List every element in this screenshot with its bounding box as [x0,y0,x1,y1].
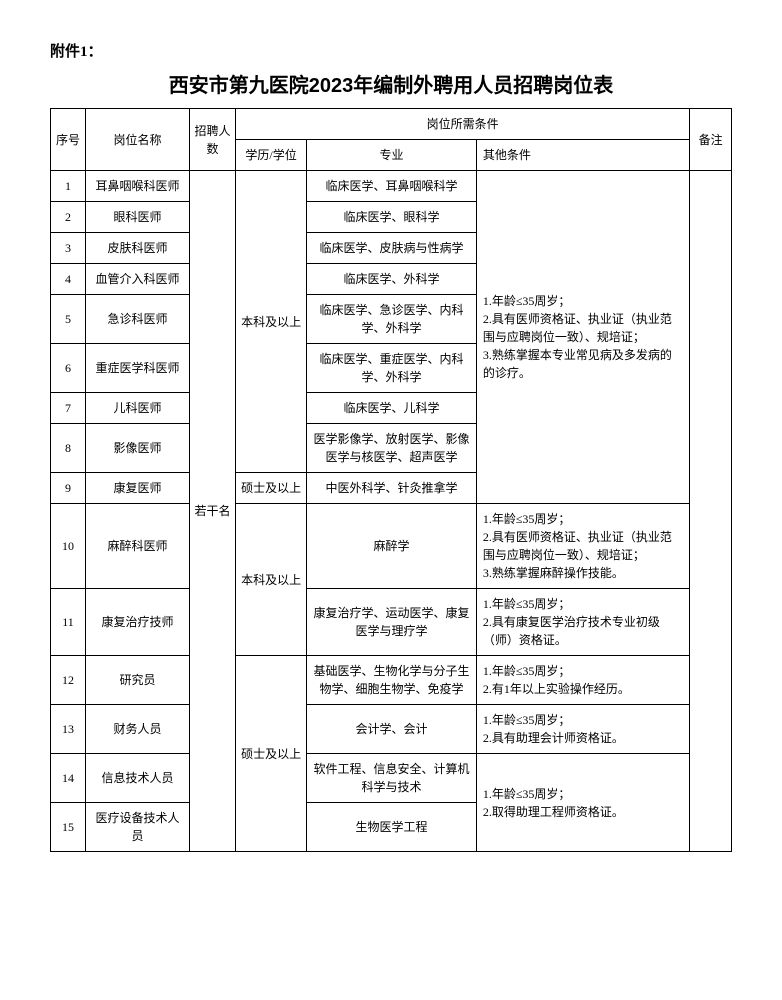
cell-seq: 12 [51,656,86,705]
cell-position: 急诊科医师 [86,295,190,344]
table-row: 10 麻醉科医师 本科及以上 麻醉学 1.年龄≤35周岁；2.具有医师资格证、执… [51,504,732,589]
table-row: 14 信息技术人员 软件工程、信息安全、计算机科学与技术 1.年龄≤35周岁；2… [51,754,732,803]
header-remark: 备注 [690,109,732,171]
cell-major: 中医外科学、针灸推拿学 [307,473,477,504]
cell-seq: 13 [51,705,86,754]
cell-other: 1.年龄≤35周岁；2.具有助理会计师资格证。 [476,705,689,754]
page-title: 西安市第九医院2023年编制外聘用人员招聘岗位表 [50,69,732,98]
recruitment-table: 序号 岗位名称 招聘人数 岗位所需条件 备注 学历/学位 专业 其他条件 1 耳… [50,108,732,852]
cell-seq: 2 [51,202,86,233]
cell-seq: 8 [51,424,86,473]
cell-other: 1.年龄≤35周岁；2.具有医师资格证、执业证（执业范围与应聘岗位一致）、规培证… [476,504,689,589]
cell-position: 血管介入科医师 [86,264,190,295]
cell-position: 医疗设备技术人员 [86,803,190,852]
cell-major: 康复治疗学、运动医学、康复医学与理疗学 [307,589,477,656]
cell-position: 信息技术人员 [86,754,190,803]
table-row: 12 研究员 硕士及以上 基础医学、生物化学与分子生物学、细胞生物学、免疫学 1… [51,656,732,705]
cell-position: 麻醉科医师 [86,504,190,589]
cell-seq: 3 [51,233,86,264]
cell-major: 生物医学工程 [307,803,477,852]
cell-remark [690,171,732,852]
cell-major: 临床医学、急诊医学、内科学、外科学 [307,295,477,344]
cell-other: 1.年龄≤35周岁；2.具有康复医学治疗技术专业初级（师）资格证。 [476,589,689,656]
header-seq: 序号 [51,109,86,171]
table-row: 13 财务人员 会计学、会计 1.年龄≤35周岁；2.具有助理会计师资格证。 [51,705,732,754]
header-edu: 学历/学位 [236,140,307,171]
table-row: 1 耳鼻咽喉科医师 若干名 本科及以上 临床医学、耳鼻咽喉科学 1.年龄≤35周… [51,171,732,202]
cell-major: 临床医学、耳鼻咽喉科学 [307,171,477,202]
cell-other: 1.年龄≤35周岁；2.取得助理工程师资格证。 [476,754,689,852]
cell-major: 会计学、会计 [307,705,477,754]
cell-other: 1.年龄≤35周岁；2.具有医师资格证、执业证（执业范围与应聘岗位一致）、规培证… [476,171,689,504]
header-count: 招聘人数 [190,109,236,171]
cell-position: 康复治疗技师 [86,589,190,656]
cell-seq: 6 [51,344,86,393]
cell-position: 眼科医师 [86,202,190,233]
cell-major: 临床医学、皮肤病与性病学 [307,233,477,264]
cell-major: 临床医学、重症医学、内科学、外科学 [307,344,477,393]
cell-seq: 7 [51,393,86,424]
cell-seq: 14 [51,754,86,803]
header-other: 其他条件 [476,140,689,171]
cell-major: 软件工程、信息安全、计算机科学与技术 [307,754,477,803]
cell-edu: 硕士及以上 [236,473,307,504]
header-position: 岗位名称 [86,109,190,171]
header-major: 专业 [307,140,477,171]
header-requirements: 岗位所需条件 [236,109,690,140]
cell-edu: 本科及以上 [236,504,307,656]
cell-position: 康复医师 [86,473,190,504]
cell-count: 若干名 [190,171,236,852]
cell-seq: 9 [51,473,86,504]
cell-edu: 硕士及以上 [236,656,307,852]
cell-edu: 本科及以上 [236,171,307,473]
cell-position: 儿科医师 [86,393,190,424]
attachment-label: 附件1： [50,40,732,61]
cell-position: 研究员 [86,656,190,705]
cell-seq: 5 [51,295,86,344]
cell-other: 1.年龄≤35周岁；2.有1年以上实验操作经历。 [476,656,689,705]
cell-major: 麻醉学 [307,504,477,589]
cell-major: 临床医学、眼科学 [307,202,477,233]
cell-seq: 4 [51,264,86,295]
cell-seq: 11 [51,589,86,656]
cell-seq: 10 [51,504,86,589]
cell-major: 临床医学、外科学 [307,264,477,295]
cell-major: 医学影像学、放射医学、影像医学与核医学、超声医学 [307,424,477,473]
cell-position: 财务人员 [86,705,190,754]
cell-position: 耳鼻咽喉科医师 [86,171,190,202]
cell-seq: 15 [51,803,86,852]
cell-position: 皮肤科医师 [86,233,190,264]
cell-major: 临床医学、儿科学 [307,393,477,424]
cell-major: 基础医学、生物化学与分子生物学、细胞生物学、免疫学 [307,656,477,705]
cell-seq: 1 [51,171,86,202]
table-row: 11 康复治疗技师 康复治疗学、运动医学、康复医学与理疗学 1.年龄≤35周岁；… [51,589,732,656]
cell-position: 影像医师 [86,424,190,473]
cell-position: 重症医学科医师 [86,344,190,393]
